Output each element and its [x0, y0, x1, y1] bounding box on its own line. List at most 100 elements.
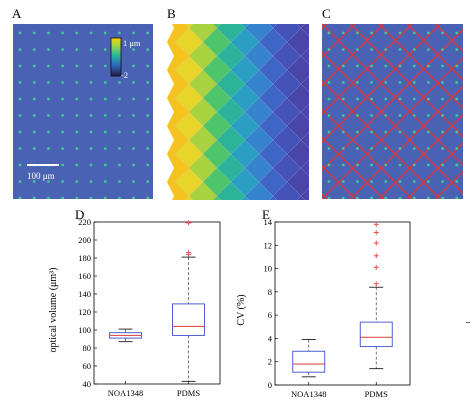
dot: [132, 81, 135, 84]
lattice-line: [349, 85, 463, 199]
dot: [103, 147, 107, 150]
dot: [47, 147, 50, 150]
dot: [89, 31, 93, 35]
dot: [132, 163, 135, 167]
dot: [455, 48, 459, 51]
dot: [356, 81, 359, 84]
plot-frame: [274, 221, 411, 386]
dot: [327, 97, 331, 101]
outlier-marker: [186, 220, 191, 226]
dot: [18, 114, 22, 117]
dot: [61, 97, 64, 101]
dot: [398, 163, 402, 167]
dot: [412, 147, 416, 150]
dot: [103, 64, 107, 68]
dot: [370, 163, 373, 167]
edge-notch: [167, 70, 174, 98]
dot: [398, 114, 402, 117]
dot: [61, 196, 64, 199]
outlier-marker: [373, 221, 379, 227]
dot: [89, 163, 93, 167]
dot: [427, 163, 430, 167]
axes-frame: [274, 221, 411, 386]
dot: [75, 31, 79, 35]
dot: [441, 81, 444, 84]
dot: [412, 114, 416, 117]
y-axis-ticks: 40 60 80 100 120 140 160 180 200 220: [78, 217, 97, 389]
dot: [61, 81, 64, 84]
dot: [441, 31, 444, 35]
dot: [89, 81, 93, 84]
dot: [398, 48, 402, 51]
dot: [146, 64, 150, 68]
dot: [327, 180, 331, 183]
dot: [398, 81, 402, 84]
y-tick-label: 120: [78, 307, 91, 317]
dot: [32, 180, 36, 183]
dot: [103, 81, 107, 84]
diamond-tile: [272, 181, 302, 200]
dot: [132, 147, 135, 150]
diamond-tile: [300, 159, 309, 177]
y-tick-label: 160: [78, 271, 91, 281]
dot: [441, 64, 444, 68]
x-tick-label: NOA1348: [108, 388, 143, 398]
dot: [412, 180, 416, 183]
dot: [146, 97, 150, 101]
dot: [341, 114, 345, 117]
dot: [118, 163, 121, 167]
dot: [455, 147, 459, 150]
dot: [61, 130, 64, 134]
dot: [370, 114, 373, 117]
y-tick-label: 12: [264, 240, 273, 250]
diamond-tile: [216, 181, 246, 200]
lattice-line: [406, 24, 463, 81]
box-pdms: [172, 220, 205, 382]
dot: [370, 147, 373, 150]
dot: [132, 48, 135, 51]
dot: [61, 31, 64, 35]
outlier-marker: [373, 240, 379, 246]
dot: [356, 48, 359, 51]
dot: [427, 81, 430, 84]
y-tick-label: 200: [78, 235, 91, 245]
dot: [18, 147, 22, 150]
lattice-overlay: [322, 24, 463, 199]
dot: [412, 48, 416, 51]
iqr-box: [172, 303, 205, 336]
box-series: [109, 220, 205, 382]
panel-label-c: C: [322, 6, 331, 21]
dot: [341, 81, 345, 84]
dot: [384, 196, 388, 199]
dot: [132, 130, 135, 134]
x-tick-label: NOA1348: [291, 389, 326, 399]
dot: [47, 64, 50, 68]
dot: [47, 81, 50, 84]
dot: [103, 97, 107, 101]
panel-a-image: 1 μm -2 100 μm: [13, 24, 153, 199]
dot: [61, 48, 64, 51]
lattice-line: [322, 24, 441, 144]
dot: [455, 97, 459, 101]
dot: [356, 163, 359, 167]
colorbar-max-label: 1 μm: [123, 38, 141, 48]
dot: [384, 64, 388, 68]
panel-c-image: [322, 24, 463, 199]
dot: [75, 196, 79, 199]
edge-notch: [167, 126, 174, 154]
lattice-line: [322, 57, 463, 199]
dot: [455, 81, 459, 84]
x-tick-label: PDMS: [365, 389, 388, 399]
panel-b-image: [167, 24, 309, 200]
dot: [370, 81, 373, 84]
panel-a-background: [13, 24, 153, 199]
dot: [89, 97, 93, 101]
dot: [18, 196, 22, 199]
dot: [441, 97, 444, 101]
y-tick-label: 10: [264, 264, 273, 274]
y-tick-label: 14: [264, 217, 273, 227]
dot: [132, 64, 135, 68]
diamond-tile: [300, 131, 309, 149]
dot: [75, 97, 79, 101]
